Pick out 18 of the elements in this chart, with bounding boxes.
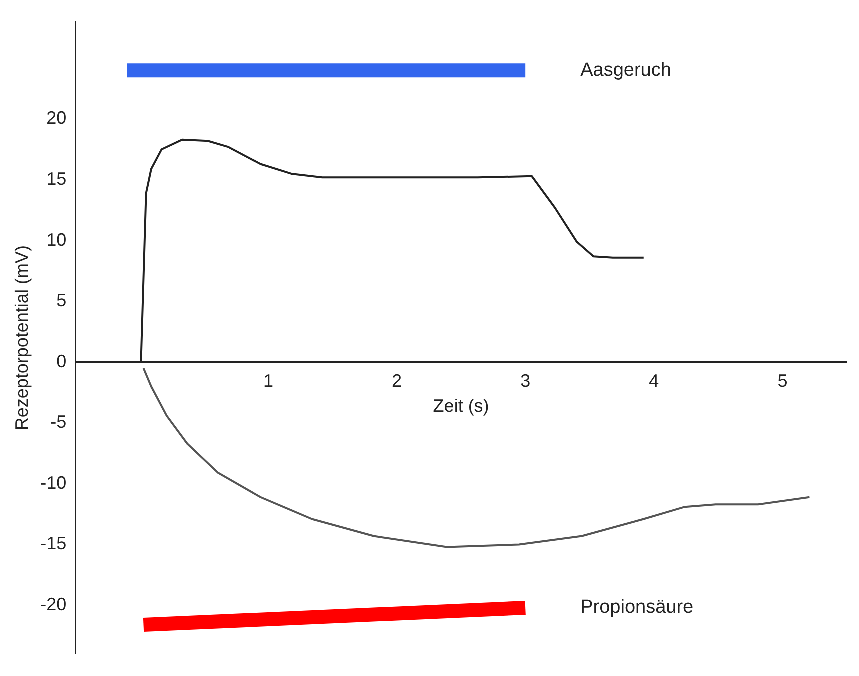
y-tick-label: -20	[40, 594, 67, 615]
x-tick-label: 1	[263, 371, 274, 392]
y-tick-label: 0	[56, 351, 67, 372]
x-tick-label: 3	[520, 371, 531, 392]
y-tick-label: 15	[46, 169, 67, 190]
y-axis-title: Rezeptorpotential (mV)	[12, 246, 32, 431]
y-tick-label: -5	[50, 412, 67, 432]
x-axis-title: Zeit (s)	[433, 396, 490, 416]
y-tick-label: 20	[46, 108, 67, 128]
x-tick-label: 2	[392, 371, 402, 392]
y-tick-label: -10	[40, 472, 67, 493]
x-tick-label: 4	[649, 371, 660, 392]
y-tick-label: 10	[46, 230, 67, 250]
x-tick-label: 5	[778, 371, 788, 392]
text: Propionsäure	[580, 597, 694, 618]
y-tick-label: 5	[56, 290, 67, 311]
text: Aasgeruch	[580, 60, 672, 81]
y-tick-label: -15	[40, 534, 67, 554]
